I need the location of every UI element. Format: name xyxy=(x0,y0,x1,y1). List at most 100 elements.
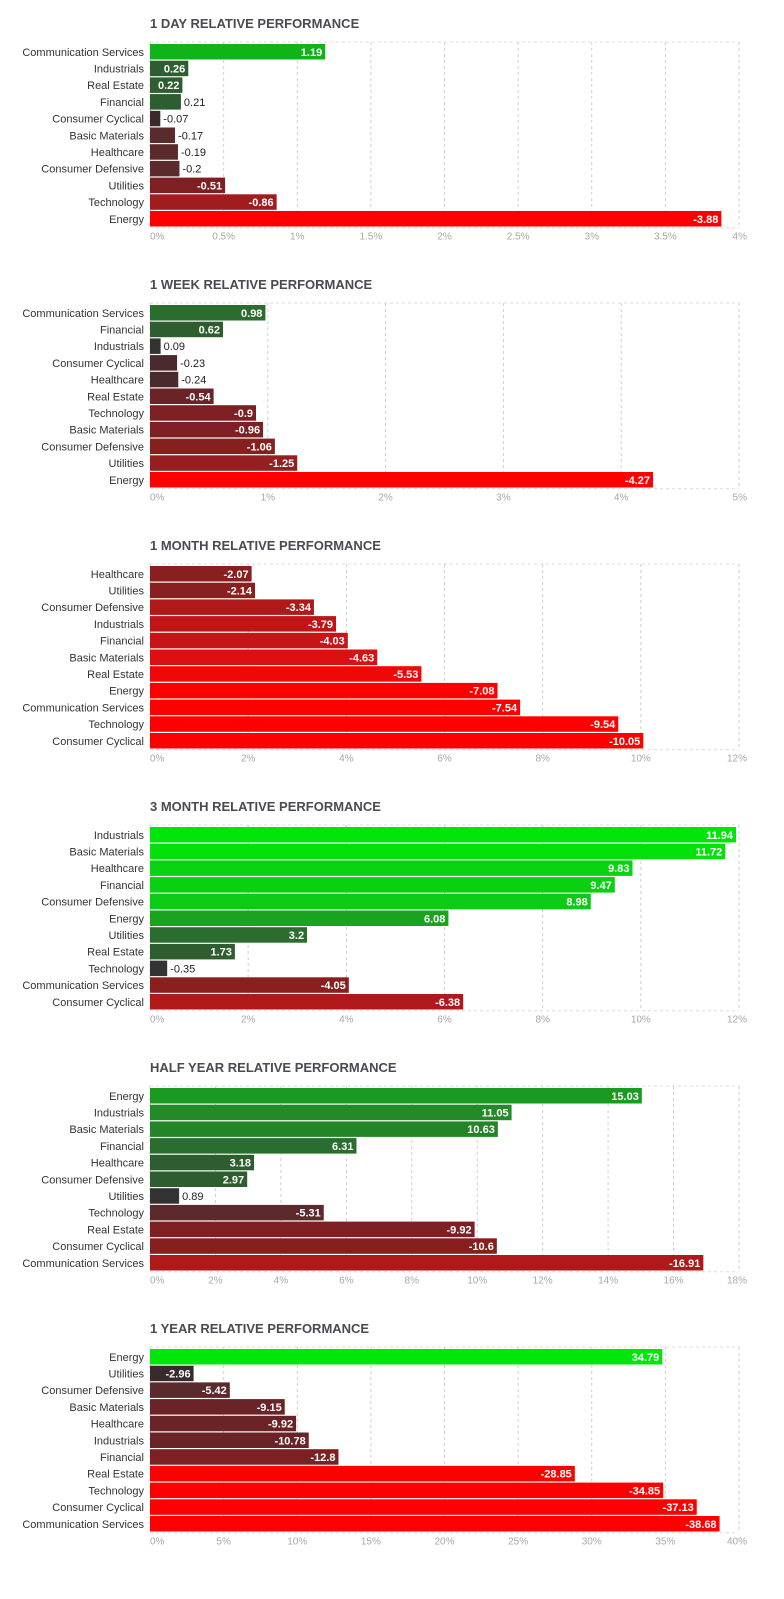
bar xyxy=(150,927,308,943)
category-label: Consumer Cyclical xyxy=(52,997,144,1009)
value-label: -9.54 xyxy=(590,719,616,731)
category-label: Basic Materials xyxy=(69,1402,144,1414)
x-tick-label: 12% xyxy=(727,754,747,765)
x-tick-label: 0% xyxy=(150,1276,165,1287)
x-tick-label: 10% xyxy=(631,754,651,765)
category-label: Energy xyxy=(109,1091,144,1103)
category-label: Industrials xyxy=(94,1107,145,1119)
x-tick-label: 25% xyxy=(508,1537,528,1548)
bar xyxy=(150,94,181,110)
value-label: 0.26 xyxy=(164,63,185,75)
bar xyxy=(150,1221,475,1238)
x-tick-label: 2% xyxy=(437,232,452,243)
x-tick-label: 1% xyxy=(290,232,305,243)
category-label: Healthcare xyxy=(91,569,144,581)
bar xyxy=(150,699,521,716)
value-label: -0.19 xyxy=(181,147,206,159)
category-label: Utilities xyxy=(109,585,145,597)
value-label: 2.97 xyxy=(223,1174,244,1186)
category-label: Technology xyxy=(88,719,144,731)
bar xyxy=(150,371,179,388)
x-tick-label: 2% xyxy=(241,754,256,765)
category-label: Communication Services xyxy=(22,1519,144,1531)
value-label: 15.03 xyxy=(611,1091,639,1103)
category-label: Real Estate xyxy=(87,1224,144,1236)
value-label: -12.8 xyxy=(310,1452,335,1464)
value-label: 11.72 xyxy=(695,846,722,858)
category-label: Industrials xyxy=(94,341,145,353)
value-label: -4.27 xyxy=(625,475,650,487)
x-tick-label: 18% xyxy=(727,1276,747,1287)
value-label: -4.63 xyxy=(349,652,374,664)
value-label: -37.13 xyxy=(663,1502,694,1514)
x-tick-label: 0% xyxy=(150,754,165,765)
x-tick-label: 0.5% xyxy=(212,232,235,243)
category-label: Communication Services xyxy=(22,1258,144,1270)
bar xyxy=(150,1171,248,1187)
bar xyxy=(150,77,183,93)
category-label: Consumer Cyclical xyxy=(52,736,144,748)
x-tick-label: 1% xyxy=(261,493,276,504)
bar xyxy=(150,827,737,843)
bar xyxy=(150,977,349,993)
bar xyxy=(150,994,464,1010)
x-tick-label: 16% xyxy=(664,1276,684,1287)
chart-panel: 1 MONTH RELATIVE PERFORMANCE 0% 2% 4% 6% 8% 10… xyxy=(22,538,747,765)
value-label: -16.91 xyxy=(669,1258,700,1270)
value-label: -0.2 xyxy=(182,164,201,176)
value-label: -3.88 xyxy=(693,214,718,226)
category-label: Real Estate xyxy=(87,669,144,681)
category-label: Basic Materials xyxy=(69,130,144,142)
category-label: Consumer Defensive xyxy=(41,602,144,614)
category-label: Communication Services xyxy=(22,47,144,59)
x-tick-label: 0% xyxy=(150,232,165,243)
category-label: Healthcare xyxy=(91,1419,144,1431)
x-tick-label: 0% xyxy=(150,1537,165,1548)
bar xyxy=(150,194,277,210)
value-label: -0.96 xyxy=(235,425,260,437)
value-label: -2.14 xyxy=(227,585,253,597)
x-tick-label: 3.5% xyxy=(654,232,677,243)
value-label: -2.96 xyxy=(166,1368,191,1380)
value-label: 3.18 xyxy=(230,1158,251,1170)
category-label: Communication Services xyxy=(22,980,144,992)
bar xyxy=(150,160,180,177)
bar xyxy=(150,388,214,404)
category-label: Utilities xyxy=(109,1191,145,1203)
value-label: -9.92 xyxy=(447,1224,472,1236)
category-label: Consumer Cyclical xyxy=(52,1502,144,1514)
category-label: Financial xyxy=(100,1141,144,1153)
category-label: Consumer Cyclical xyxy=(52,1241,144,1253)
bar xyxy=(150,1382,230,1398)
value-label: -5.53 xyxy=(393,669,418,681)
x-tick-label: 20% xyxy=(434,1537,454,1548)
value-label: -34.85 xyxy=(629,1485,660,1497)
value-label: -0.54 xyxy=(186,391,212,403)
x-tick-label: 4% xyxy=(733,232,748,243)
bar xyxy=(150,305,266,321)
bar xyxy=(150,355,178,371)
chart-panel: 3 MONTH RELATIVE PERFORMANCE 0% 2% 4% 6% 8% 10… xyxy=(22,799,747,1026)
x-tick-label: 4% xyxy=(339,754,354,765)
value-label: 11.05 xyxy=(482,1107,509,1119)
x-tick-label: 4% xyxy=(274,1276,289,1287)
value-label: 11.94 xyxy=(706,830,734,842)
chart-title: 1 YEAR RELATIVE PERFORMANCE xyxy=(150,1321,369,1336)
bar xyxy=(150,1204,324,1221)
category-label: Communication Services xyxy=(22,308,144,320)
value-label: 6.31 xyxy=(332,1141,353,1153)
value-label: -1.06 xyxy=(247,441,272,453)
category-label: Consumer Cyclical xyxy=(52,114,144,126)
value-label: 0.21 xyxy=(184,97,205,109)
category-label: Consumer Cyclical xyxy=(52,358,144,370)
bar xyxy=(150,127,176,143)
category-label: Real Estate xyxy=(87,947,144,959)
bar xyxy=(150,943,235,960)
bar xyxy=(150,1465,575,1482)
x-tick-label: 15% xyxy=(361,1537,381,1548)
category-label: Energy xyxy=(109,686,144,698)
category-label: Healthcare xyxy=(91,375,144,387)
bar xyxy=(150,438,275,455)
x-tick-label: 6% xyxy=(437,754,452,765)
bar xyxy=(150,733,644,749)
